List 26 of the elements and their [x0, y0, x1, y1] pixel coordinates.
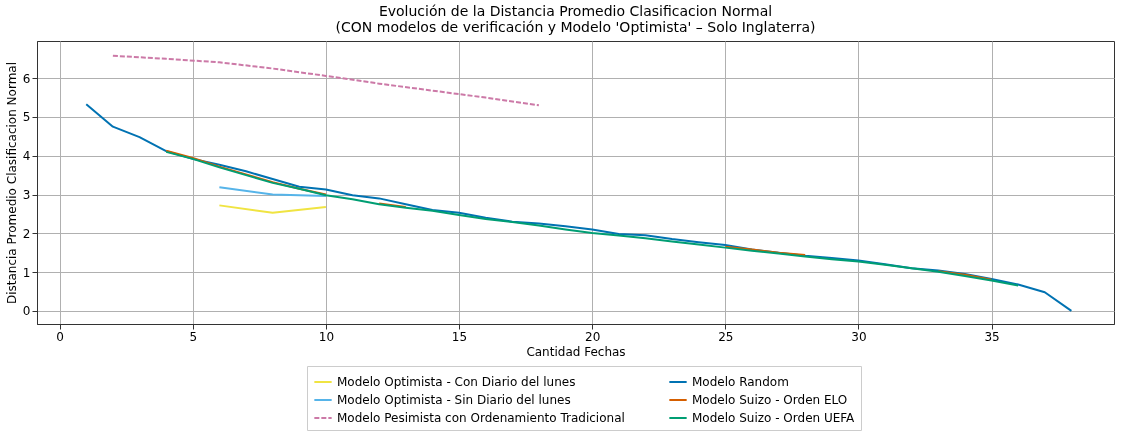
y-tick-label: 5: [22, 110, 31, 125]
x-tick-label: 5: [189, 329, 198, 344]
y-tick-label: 6: [22, 71, 31, 86]
y-tick-label: 1: [22, 265, 31, 280]
x-tick-label: 15: [451, 329, 468, 344]
x-axis-title: Cantidad Fechas: [526, 344, 626, 359]
y-tick-label: 4: [22, 149, 31, 164]
y-tick-label: 3: [22, 188, 31, 203]
x-tick-label: 25: [718, 329, 734, 344]
y-tick-label: 2: [22, 226, 31, 241]
x-tick-label: 0: [56, 329, 64, 344]
legend-label: Modelo Optimista - Sin Diario del lunes: [337, 393, 571, 407]
line-series: [111, 54, 540, 107]
line-series: [85, 103, 1073, 312]
legend-label: Modelo Optimista - Con Diario del lunes: [337, 375, 576, 389]
legend-label: Modelo Pesimista con Ordenamiento Tradicional: [337, 411, 625, 425]
y-axis-title: Distancia Promedio Clasificacion Normal: [4, 61, 19, 305]
legend-label: Modelo Suizo - Orden UEFA: [692, 411, 856, 425]
legend-label: Modelo Suizo - Orden ELO: [692, 393, 848, 407]
legend-label: Modelo Random: [692, 375, 789, 389]
chart-title: Evolución de la Distancia Promedio Clasificacion Normal (CON modelos de verificación y Modelo 'Optimista' – Solo Inglaterra): [335, 3, 816, 35]
x-tick-label: 20: [585, 329, 601, 344]
y-tick-label: 0: [22, 304, 31, 319]
x-tick-label: 10: [318, 329, 335, 344]
x-tick-label: 30: [851, 329, 867, 344]
x-tick-label: 35: [984, 329, 1000, 344]
